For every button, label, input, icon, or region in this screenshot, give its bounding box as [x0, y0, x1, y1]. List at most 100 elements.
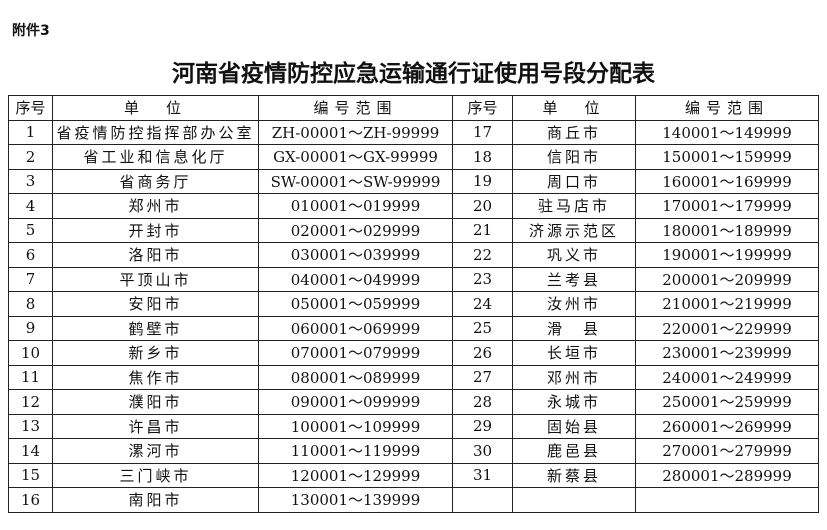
unit-name: 许昌市 [52, 413, 259, 439]
unit-name: 漯河市 [52, 438, 259, 464]
number-range: 200001～209999 [635, 266, 819, 292]
header-unit: 单 位 [512, 95, 636, 121]
number-range: 280001～289999 [635, 462, 819, 488]
row-number: 1 [8, 119, 53, 145]
table-row: 6 洛阳市 030001～039999 22 巩义市 190001～199999 [8, 242, 819, 268]
row-number: 24 [452, 291, 513, 317]
number-range: 160001～169999 [635, 168, 819, 194]
unit-name: 三门峡市 [52, 462, 259, 488]
row-number: 15 [8, 462, 53, 488]
unit-name: 汝州市 [512, 291, 636, 317]
number-range: 190001～199999 [635, 242, 819, 268]
row-number: 31 [452, 462, 513, 488]
number-range: 060001～069999 [258, 315, 453, 341]
row-number: 8 [8, 291, 53, 317]
unit-name: 焦作市 [52, 364, 259, 390]
number-range: 010001～019999 [258, 193, 453, 219]
row-number: 19 [452, 168, 513, 194]
number-range: 250001～259999 [635, 389, 819, 415]
header-no: 序号 [8, 95, 53, 121]
row-number: 26 [452, 340, 513, 366]
table-row: 2 省工业和信息化厅 GX-00001～GX-99999 18 信阳市 150001～15… [8, 144, 819, 170]
unit-name: 洛阳市 [52, 242, 259, 268]
number-range: 170001～179999 [635, 193, 819, 219]
header-no: 序号 [452, 95, 513, 121]
number-range: 120001～129999 [258, 462, 453, 488]
number-range: 180001～189999 [635, 217, 819, 243]
number-range: 090001～099999 [258, 389, 453, 415]
unit-name: 南阳市 [52, 487, 259, 513]
row-number: 4 [8, 193, 53, 219]
unit-name: 开封市 [52, 217, 259, 243]
number-range: 220001～229999 [635, 315, 819, 341]
table-row: 9 鹤壁市 060001～069999 25 滑 县 220001～229999 [8, 315, 819, 341]
row-number: 9 [8, 315, 53, 341]
table-row: 1 省疫情防控指挥部办公室 ZH-00001～ZH-99999 17 商丘市 140001… [8, 119, 819, 145]
unit-name: 邓州市 [512, 364, 636, 390]
table-row: 10 新乡市 070001～079999 26 长垣市 230001～239999 [8, 340, 819, 366]
number-range: 150001～159999 [635, 144, 819, 170]
unit-name: 平顶山市 [52, 266, 259, 292]
header-range: 编号范围 [258, 95, 453, 121]
row-number: 11 [8, 364, 53, 390]
unit-name: 安阳市 [52, 291, 259, 317]
number-range [635, 487, 819, 513]
number-range: 130001～139999 [258, 487, 453, 513]
row-number: 17 [452, 119, 513, 145]
header-unit: 单 位 [52, 95, 259, 121]
number-range: 260001～269999 [635, 413, 819, 439]
unit-name: 巩义市 [512, 242, 636, 268]
row-number: 30 [452, 438, 513, 464]
number-range: 210001～219999 [635, 291, 819, 317]
document-title: 河南省疫情防控应急运输通行证使用号段分配表 [172, 60, 655, 87]
table-header-row: 序号 单 位 编号范围 序号 单 位 编号范围 [8, 95, 819, 121]
table-row: 16 南阳市 130001～139999 [8, 487, 819, 513]
row-number: 6 [8, 242, 53, 268]
unit-name: 周口市 [512, 168, 636, 194]
row-number: 5 [8, 217, 53, 243]
number-range: SW-00001～SW-99999 [258, 168, 453, 194]
unit-name: 鹤壁市 [52, 315, 259, 341]
row-number: 13 [8, 413, 53, 439]
unit-name [512, 487, 636, 513]
number-range: GX-00001～GX-99999 [258, 144, 453, 170]
row-number: 14 [8, 438, 53, 464]
unit-name: 信阳市 [512, 144, 636, 170]
number-range: 070001～079999 [258, 340, 453, 366]
row-number: 3 [8, 168, 53, 194]
unit-name: 郑州市 [52, 193, 259, 219]
table-row: 13 许昌市 100001～109999 29 固始县 260001～269999 [8, 413, 819, 439]
unit-name: 省商务厅 [52, 168, 259, 194]
unit-name: 固始县 [512, 413, 636, 439]
number-range: 240001～249999 [635, 364, 819, 390]
number-range: ZH-00001～ZH-99999 [258, 119, 453, 145]
row-number: 29 [452, 413, 513, 439]
number-range: 080001～089999 [258, 364, 453, 390]
row-number [452, 487, 513, 513]
unit-name: 新蔡县 [512, 462, 636, 488]
unit-name: 濮阳市 [52, 389, 259, 415]
table-row: 4 郑州市 010001～019999 20 驻马店市 170001～179999 [8, 193, 819, 219]
unit-name: 鹿邑县 [512, 438, 636, 464]
table-row: 15 三门峡市 120001～129999 31 新蔡县 280001～289999 [8, 462, 819, 488]
row-number: 23 [452, 266, 513, 292]
number-range: 100001～109999 [258, 413, 453, 439]
row-number: 7 [8, 266, 53, 292]
unit-name: 永城市 [512, 389, 636, 415]
unit-name: 滑 县 [512, 315, 636, 341]
row-number: 27 [452, 364, 513, 390]
number-range: 230001～239999 [635, 340, 819, 366]
row-number: 12 [8, 389, 53, 415]
number-range: 030001～039999 [258, 242, 453, 268]
unit-name: 省工业和信息化厅 [52, 144, 259, 170]
number-range: 110001～119999 [258, 438, 453, 464]
unit-name: 兰考县 [512, 266, 636, 292]
table-row: 3 省商务厅 SW-00001～SW-99999 19 周口市 160001～169999 [8, 168, 819, 194]
number-range: 270001～279999 [635, 438, 819, 464]
row-number: 21 [452, 217, 513, 243]
number-range: 050001～059999 [258, 291, 453, 317]
number-range: 020001～029999 [258, 217, 453, 243]
row-number: 2 [8, 144, 53, 170]
allocation-table: 序号 单 位 编号范围 序号 单 位 编号范围 1 省疫情防控指挥部办公室 ZH-0… [8, 95, 819, 513]
table-row: 11 焦作市 080001～089999 27 邓州市 240001～249999 [8, 364, 819, 390]
